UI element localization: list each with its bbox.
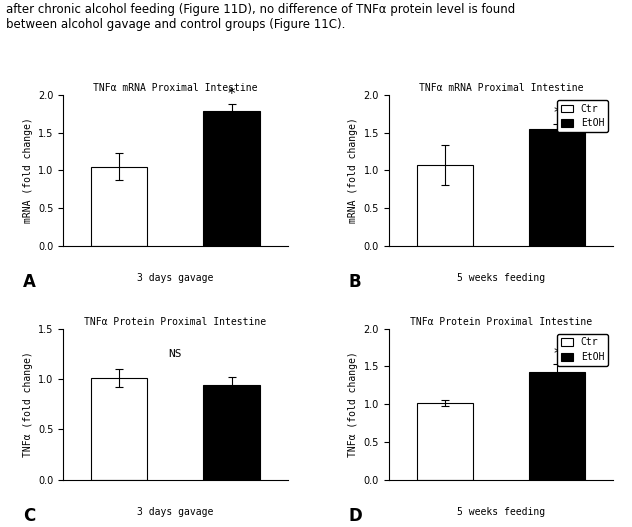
Y-axis label: mRNA (fold change): mRNA (fold change)	[348, 118, 358, 223]
Title: TNFα Protein Proximal Intestine: TNFα Protein Proximal Intestine	[84, 317, 267, 327]
Text: B: B	[348, 273, 361, 291]
Y-axis label: TNFα (fold change): TNFα (fold change)	[348, 352, 358, 457]
Bar	[529, 129, 585, 246]
Title: TNFα mRNA Proximal Intestine: TNFα mRNA Proximal Intestine	[93, 83, 258, 93]
Text: D: D	[348, 507, 362, 525]
Text: 3 days gavage: 3 days gavage	[137, 273, 214, 283]
Text: *: *	[228, 86, 235, 102]
Text: A: A	[23, 273, 35, 291]
Text: after chronic alcohol feeding (Figure 11D), no difference of TNFα protein level : after chronic alcohol feeding (Figure 11…	[6, 3, 516, 16]
Text: 5 weeks feeding: 5 weeks feeding	[457, 507, 545, 517]
Bar	[416, 403, 473, 480]
Text: NS: NS	[169, 349, 182, 359]
Bar	[204, 111, 260, 246]
Legend: Ctr, EtOH: Ctr, EtOH	[557, 334, 608, 366]
Title: TNFα mRNA Proximal Intestine: TNFα mRNA Proximal Intestine	[418, 83, 583, 93]
Text: *: *	[553, 106, 561, 121]
Y-axis label: mRNA (fold change): mRNA (fold change)	[23, 118, 32, 223]
Bar	[91, 378, 147, 480]
Y-axis label: TNFα (fold change): TNFα (fold change)	[23, 352, 32, 457]
Text: 5 weeks feeding: 5 weeks feeding	[457, 273, 545, 283]
Text: C: C	[23, 507, 35, 525]
Text: between alcohol gavage and control groups (Figure 11C).: between alcohol gavage and control group…	[6, 18, 346, 32]
Legend: Ctr, EtOH: Ctr, EtOH	[557, 100, 608, 132]
Bar	[91, 167, 147, 246]
Bar	[529, 372, 585, 480]
Text: 3 days gavage: 3 days gavage	[137, 507, 214, 517]
Title: TNFα Protein Proximal Intestine: TNFα Protein Proximal Intestine	[410, 317, 592, 327]
Text: *: *	[553, 347, 561, 362]
Bar	[204, 385, 260, 480]
Bar	[416, 165, 473, 246]
